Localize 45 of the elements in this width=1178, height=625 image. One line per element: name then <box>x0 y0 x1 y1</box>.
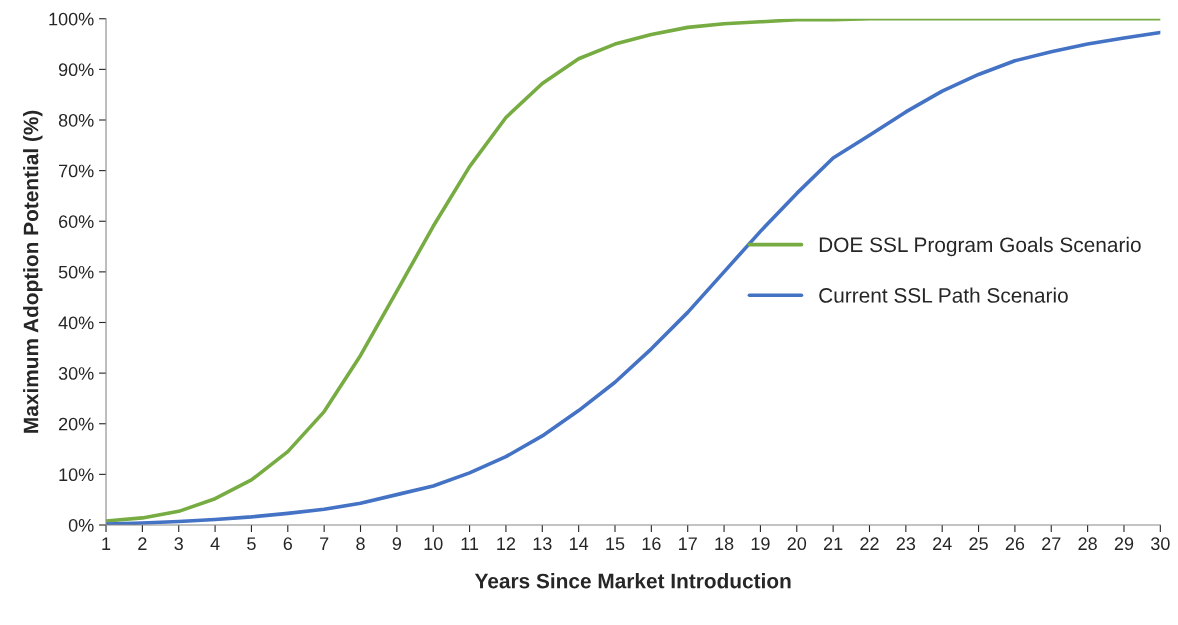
x-tick-label: 6 <box>283 537 293 551</box>
x-tick-label: 7 <box>320 537 329 550</box>
y-tick-label: 30% <box>58 367 94 380</box>
y-tick-label: 40% <box>58 316 94 330</box>
y-tick-label: 80% <box>58 113 94 127</box>
y-tick-label: 10% <box>59 468 94 482</box>
x-tick-label: 24 <box>933 537 952 550</box>
x-tick-label: 18 <box>715 537 734 551</box>
x-tick-label: 27 <box>1042 537 1061 550</box>
x-tick-label: 4 <box>210 537 220 550</box>
y-tick-label: 0% <box>68 518 94 532</box>
y-tick-label: 100% <box>49 12 94 26</box>
y-tick-label: 20% <box>58 417 94 431</box>
x-tick-label: 30 <box>1150 537 1170 551</box>
x-tick-label: 28 <box>1078 537 1097 551</box>
x-tick-label: 25 <box>969 537 988 551</box>
x-tick-label: 5 <box>247 537 256 551</box>
x-tick-label: 21 <box>824 537 843 550</box>
y-axis-title: Maximum Adoption Potential (%) <box>23 110 43 433</box>
x-tick-label: 16 <box>642 537 661 551</box>
x-axis-title: Years Since Market Introduction <box>474 573 791 589</box>
y-tick-label: 70% <box>59 164 94 178</box>
y-tick-label: 50% <box>58 265 94 279</box>
y-tick-label: 60% <box>58 215 94 228</box>
x-tick-label: 13 <box>533 537 552 551</box>
x-tick-label: 17 <box>679 537 697 550</box>
x-tick-label: 29 <box>1114 537 1134 551</box>
x-tick-label: 10 <box>424 537 443 551</box>
x-tick-label: 8 <box>356 537 365 551</box>
x-tick-label: 3 <box>174 537 183 551</box>
x-tick-label: 11 <box>461 537 479 550</box>
x-tick-label: 2 <box>138 537 147 550</box>
x-tick-label: 22 <box>860 537 879 550</box>
x-tick-label: 20 <box>787 537 807 551</box>
legend-label: DOE SSL Program Goals Scenario <box>819 236 1141 257</box>
x-tick-label: 19 <box>751 537 770 551</box>
x-tick-label: 26 <box>1005 537 1025 551</box>
x-tick-label: 9 <box>392 537 402 551</box>
y-tick-label: 90% <box>58 63 94 77</box>
x-tick-label: 12 <box>497 537 516 550</box>
x-tick-label: 15 <box>606 537 625 551</box>
x-tick-label: 1 <box>102 537 111 550</box>
legend-label: Current SSL Path Scenario <box>819 287 1068 303</box>
x-tick-label: 23 <box>896 537 916 551</box>
x-tick-label: 14 <box>569 537 589 550</box>
